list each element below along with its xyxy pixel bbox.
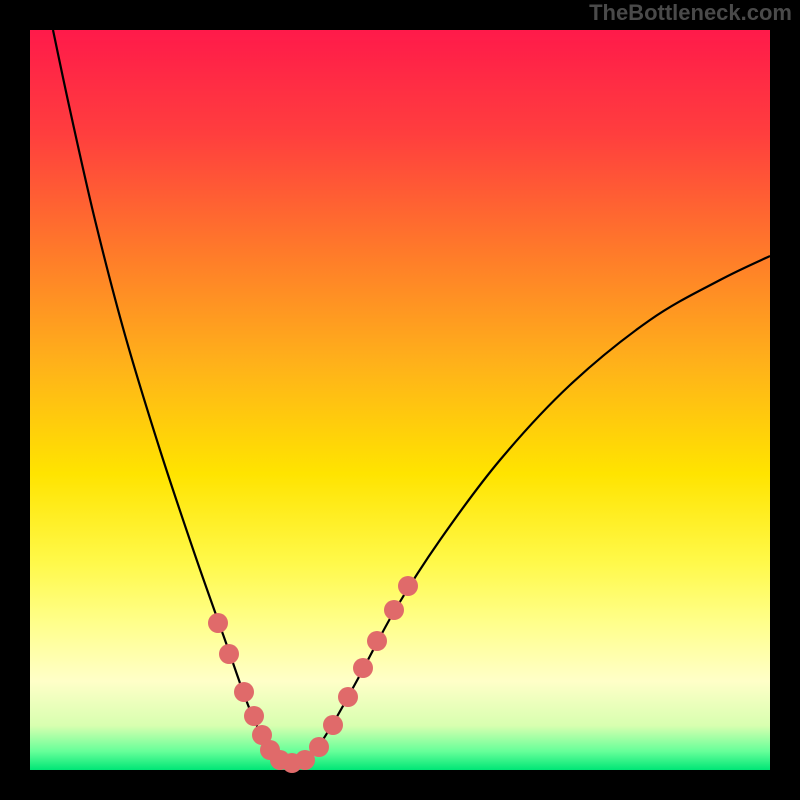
chart-svg — [0, 0, 800, 800]
curve-marker — [338, 687, 358, 707]
watermark-text: TheBottleneck.com — [589, 0, 792, 26]
plot-background — [30, 30, 770, 770]
curve-marker — [384, 600, 404, 620]
curve-marker — [323, 715, 343, 735]
curve-marker — [219, 644, 239, 664]
curve-marker — [244, 706, 264, 726]
curve-marker — [398, 576, 418, 596]
curve-marker — [309, 737, 329, 757]
curve-marker — [234, 682, 254, 702]
curve-marker — [367, 631, 387, 651]
curve-marker — [353, 658, 373, 678]
curve-marker — [208, 613, 228, 633]
chart-root: TheBottleneck.com — [0, 0, 800, 800]
